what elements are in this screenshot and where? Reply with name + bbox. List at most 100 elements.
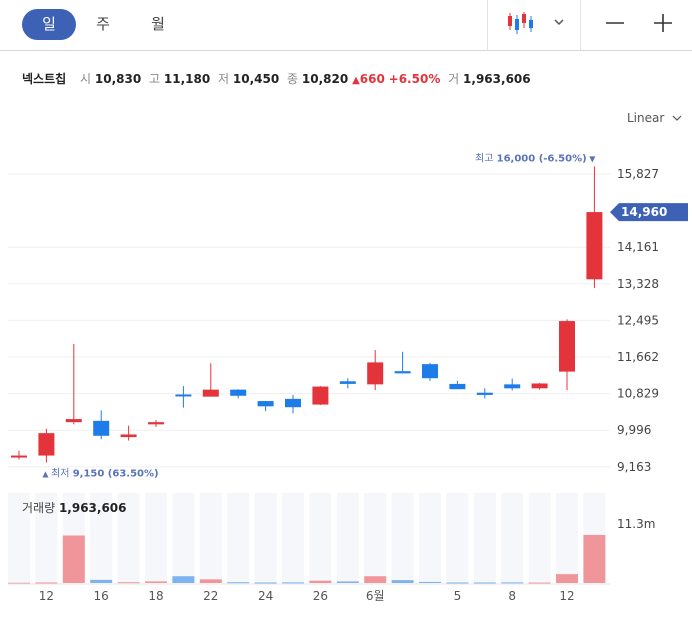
volume-bar bbox=[282, 582, 304, 584]
volume-bar bbox=[501, 582, 524, 584]
volume-bar-bg bbox=[227, 493, 250, 583]
candle-body bbox=[148, 422, 164, 425]
x-tick-label: 8 bbox=[508, 589, 516, 603]
tab-day[interactable]: 일 bbox=[22, 9, 76, 40]
x-tick-label: 5 bbox=[454, 589, 462, 603]
candle-body bbox=[93, 420, 110, 436]
current-price-label: 14,960 bbox=[621, 205, 667, 219]
volume-bar bbox=[145, 581, 167, 583]
volume-bar-bg bbox=[254, 493, 277, 583]
volume-bar-bg bbox=[336, 493, 359, 583]
low-marker-label: ▲ 최저 9,150 (63.50%) bbox=[42, 468, 158, 480]
change-value: 660 bbox=[359, 72, 385, 86]
tab-week[interactable]: 주 bbox=[96, 15, 110, 33]
volume-bar-bg bbox=[419, 493, 441, 583]
volume-axis-label: 11.3m bbox=[617, 517, 655, 531]
zoom-out-button[interactable] bbox=[605, 13, 625, 33]
tab-month[interactable]: 월 bbox=[151, 15, 165, 33]
volume-bar bbox=[419, 581, 441, 583]
volume-bar-bg bbox=[199, 493, 222, 583]
volume-bar-bg bbox=[473, 493, 496, 583]
candle-body bbox=[339, 381, 356, 384]
candle-body bbox=[38, 433, 55, 456]
volume-bar-bg bbox=[90, 493, 113, 583]
x-tick-label: 22 bbox=[203, 589, 218, 603]
y-tick-label: 11,662 bbox=[617, 350, 659, 364]
volume-label: 거래량 1,963,606 bbox=[22, 501, 127, 515]
y-tick-label: 10,829 bbox=[617, 387, 659, 401]
top-bar: 일 주 월 bbox=[0, 0, 692, 51]
high-label: 고 bbox=[149, 72, 161, 86]
candle-body bbox=[120, 434, 137, 438]
y-tick-label: 15,827 bbox=[617, 167, 659, 181]
candle-body bbox=[257, 401, 274, 407]
change-percent: +6.50% bbox=[388, 72, 441, 86]
volume-bar bbox=[364, 576, 387, 583]
y-tick-label: 14,161 bbox=[617, 240, 659, 254]
volume-bar-bg bbox=[62, 493, 85, 583]
candle-body bbox=[422, 364, 438, 379]
volume-bar-bg bbox=[501, 493, 524, 583]
candle-body bbox=[586, 212, 603, 280]
candlestick-icon bbox=[508, 12, 533, 34]
volume-bar bbox=[391, 580, 414, 583]
scale-selector[interactable]: Linear bbox=[627, 111, 682, 125]
volume-bar-bg bbox=[446, 493, 469, 583]
candle-body bbox=[559, 321, 575, 372]
volume-bar-bg bbox=[528, 493, 551, 583]
y-tick-label: 12,495 bbox=[617, 313, 659, 327]
candle-body bbox=[531, 383, 548, 389]
volume-bar bbox=[556, 574, 578, 583]
volume-bar bbox=[199, 579, 222, 583]
chevron-down-icon bbox=[672, 115, 682, 121]
volume-bar bbox=[583, 534, 606, 583]
volume-bar-bg bbox=[172, 493, 195, 583]
x-tick-label: 12 bbox=[559, 589, 574, 603]
candle-body bbox=[65, 419, 82, 423]
chevron-down-icon[interactable] bbox=[552, 14, 566, 28]
chart-type-button[interactable] bbox=[506, 10, 534, 36]
high-marker-label: 최고 16,000 (-6.50%) ▼ bbox=[475, 152, 596, 164]
candle-body bbox=[11, 455, 27, 458]
candle-body bbox=[449, 383, 466, 390]
volume-bar bbox=[117, 582, 140, 584]
zoom-in-button[interactable] bbox=[653, 13, 673, 33]
open-value: 10,830 bbox=[94, 72, 142, 86]
volume-bar bbox=[90, 579, 113, 583]
candle-body bbox=[476, 392, 493, 395]
candle-body bbox=[504, 384, 521, 389]
current-price-tag bbox=[610, 203, 688, 222]
candle-body bbox=[312, 386, 329, 405]
scale-mode: Linear bbox=[627, 111, 665, 125]
y-tick-label: 9,996 bbox=[617, 423, 651, 437]
volume-bar-bg bbox=[282, 493, 304, 583]
toolbar-divider bbox=[580, 0, 581, 50]
y-tick-label: 9,163 bbox=[617, 460, 651, 474]
volume-bar-bg bbox=[35, 493, 58, 583]
high-value: 11,180 bbox=[163, 72, 211, 86]
volume-bar bbox=[446, 582, 469, 584]
x-tick-label: 26 bbox=[313, 589, 328, 603]
x-tick-label: 16 bbox=[94, 589, 109, 603]
volume-bar bbox=[62, 535, 85, 583]
volume-bar-bg bbox=[364, 493, 387, 583]
candle-body bbox=[202, 389, 219, 397]
x-tick-label: 24 bbox=[258, 589, 273, 603]
volume-bar bbox=[8, 582, 30, 584]
low-value: 10,450 bbox=[232, 72, 280, 86]
minus-icon bbox=[606, 22, 624, 24]
volume-bar-bg bbox=[117, 493, 140, 583]
low-label: 저 bbox=[218, 72, 230, 86]
close-label: 종 bbox=[287, 72, 299, 86]
volume-bar bbox=[473, 582, 496, 584]
candle-body bbox=[285, 398, 301, 408]
volume-value: 1,963,606 bbox=[463, 72, 531, 86]
x-tick-label: 12 bbox=[39, 589, 54, 603]
y-tick-label: 13,328 bbox=[617, 277, 659, 291]
volume-bar-bg bbox=[8, 493, 30, 583]
candle-body bbox=[230, 389, 247, 396]
volume-bar-bg bbox=[583, 493, 606, 583]
volume-bar bbox=[172, 576, 195, 583]
x-tick-label: 6월 bbox=[366, 589, 385, 603]
volume-bar-bg bbox=[556, 493, 578, 583]
